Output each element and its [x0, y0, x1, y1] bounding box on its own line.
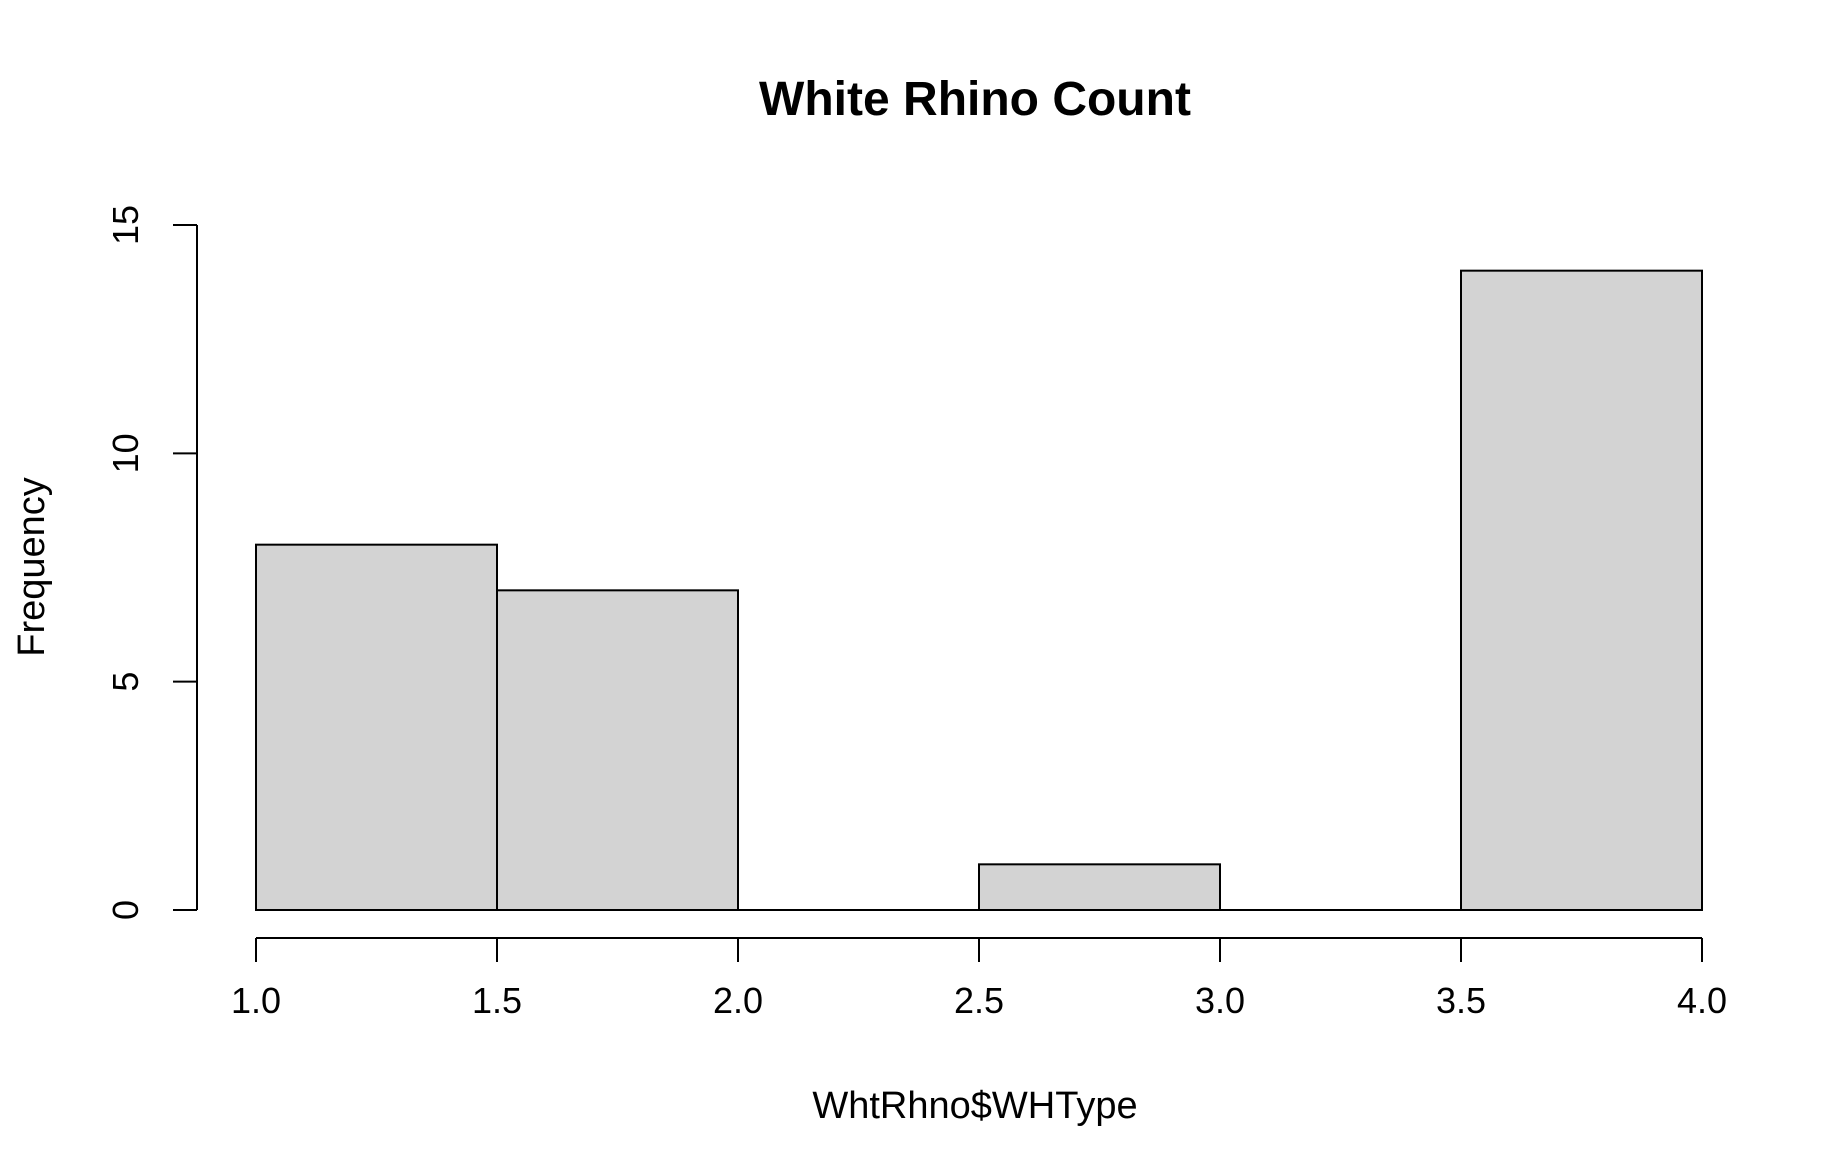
x-axis: 1.0 1.5 2.0 2.5 3.0 3.5 4.0 — [231, 937, 1727, 1021]
y-tick-label-1: 5 — [105, 672, 146, 692]
y-axis: 0 5 10 15 — [105, 205, 198, 920]
x-axis-label: WhtRhno$WHType — [812, 1085, 1137, 1127]
bars-group — [255, 269, 1703, 912]
y-tick-label-2: 10 — [105, 433, 146, 473]
histogram-bar-3 — [978, 863, 1221, 911]
x-tick-label-0: 1.0 — [231, 980, 281, 1021]
histogram-bar-5 — [1460, 269, 1703, 911]
x-tick-label-2: 2.0 — [713, 980, 763, 1021]
x-tick-label-5: 3.5 — [1436, 980, 1486, 1021]
y-tick-label-3: 15 — [105, 205, 146, 245]
chart-title: White Rhino Count — [759, 73, 1191, 126]
x-tick-label-4: 3.0 — [1195, 980, 1245, 1021]
y-tick-label-0: 0 — [105, 900, 146, 920]
x-tick-label-1: 1.5 — [472, 980, 522, 1021]
x-tick-label-6: 4.0 — [1677, 980, 1727, 1021]
histogram-bar-1 — [496, 589, 739, 911]
x-tick-label-3: 2.5 — [954, 980, 1004, 1021]
histogram-bar-0 — [255, 543, 498, 912]
y-axis-label: Frequency — [11, 477, 53, 657]
